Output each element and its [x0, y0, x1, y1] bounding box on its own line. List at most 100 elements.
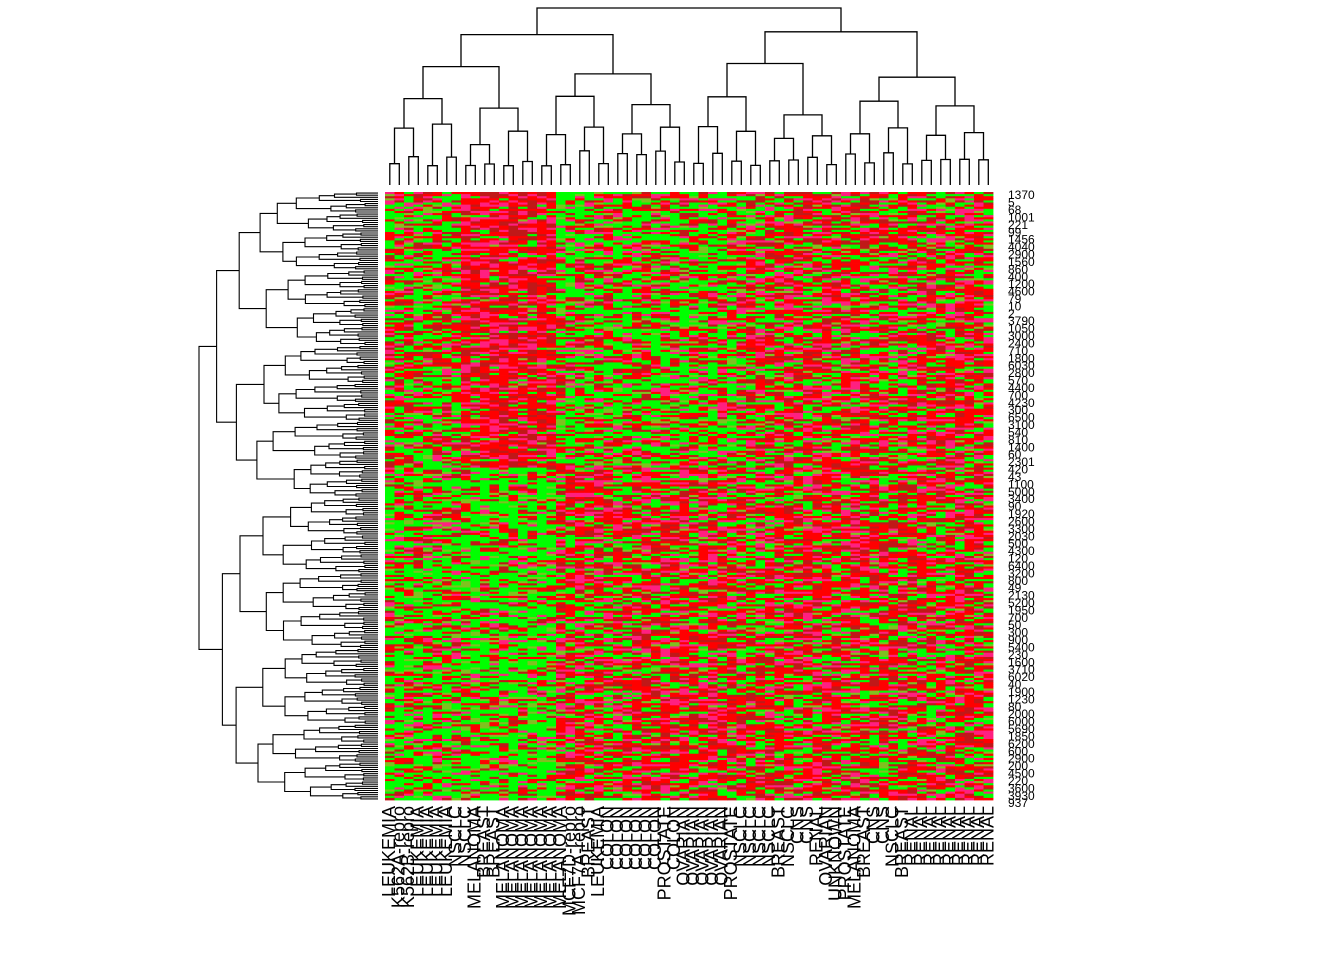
heatmap-cell [765, 217, 775, 220]
heatmap-cell [841, 231, 851, 235]
heatmap-cell [527, 311, 538, 315]
heatmap-cell [413, 314, 424, 317]
heatmap-cell [594, 263, 604, 267]
heatmap-cell [831, 309, 842, 313]
heatmap-cell [603, 263, 614, 267]
heatmap-cell [565, 278, 576, 281]
heatmap-cell [537, 253, 547, 256]
heatmap-cell [755, 231, 766, 235]
heatmap-cell [860, 267, 870, 271]
heatmap-cell [518, 269, 528, 273]
dendrogram-branch [303, 729, 342, 740]
heatmap-cell [793, 261, 804, 264]
heatmap-cell [850, 282, 861, 285]
heatmap-cell [945, 295, 956, 298]
heatmap-cell [632, 246, 642, 250]
heatmap-cell [698, 290, 709, 294]
heatmap-cell [926, 263, 937, 267]
heatmap-cell [964, 284, 975, 288]
heatmap-cell [689, 248, 699, 252]
heatmap-cell [413, 227, 424, 231]
heatmap-row [385, 240, 994, 243]
heatmap-cell [689, 253, 699, 256]
heatmap-cell [822, 265, 832, 269]
heatmap-cell [404, 227, 414, 231]
heatmap-cell [470, 263, 481, 267]
heatmap-cell [860, 242, 870, 245]
heatmap-cell [860, 229, 870, 233]
heatmap-cell [746, 305, 756, 309]
heatmap-cell [537, 311, 547, 315]
heatmap-cell [385, 263, 395, 267]
heatmap-cell [546, 276, 557, 279]
heatmap-cell [955, 265, 965, 269]
heatmap-cell [432, 250, 443, 254]
heatmap-cell [983, 301, 994, 304]
heatmap-cell [879, 297, 889, 300]
heatmap-cell [727, 314, 737, 317]
heatmap-cell [537, 316, 547, 319]
heatmap-cell [812, 263, 823, 267]
heatmap-cell [613, 284, 623, 288]
heatmap-cell [423, 259, 433, 262]
heatmap-row [385, 246, 994, 250]
heatmap-cell [385, 282, 395, 285]
heatmap-cell [413, 311, 424, 315]
dendrogram-branch [344, 774, 364, 780]
heatmap-cell [385, 194, 395, 197]
heatmap-cell [404, 284, 414, 288]
heatmap-cell [527, 255, 538, 258]
heatmap-cell [679, 240, 690, 243]
heatmap-cell [917, 238, 927, 241]
heatmap-cell [679, 219, 690, 222]
heatmap-cell [527, 217, 538, 220]
heatmap-cell [461, 192, 471, 195]
dendrogram-branch [362, 508, 378, 512]
dendrogram-branch [364, 705, 378, 710]
heatmap-cell [651, 259, 661, 262]
heatmap-cell [746, 215, 756, 218]
heatmap-cell [784, 240, 794, 243]
heatmap-cell [727, 274, 737, 277]
heatmap-cell [955, 250, 965, 254]
heatmap-cell [537, 309, 547, 313]
heatmap-cell [736, 192, 747, 195]
heatmap-cell [613, 210, 623, 214]
heatmap-cell [385, 253, 395, 256]
heatmap-cell [480, 219, 490, 222]
dendrogram-branch [332, 225, 364, 231]
heatmap-cell [945, 192, 956, 195]
heatmap-cell [613, 223, 623, 227]
heatmap-cell [774, 198, 785, 201]
heatmap-cell [850, 309, 861, 313]
heatmap-cell [660, 242, 671, 245]
dendrogram-branch [330, 784, 355, 791]
heatmap-cell [736, 208, 747, 212]
heatmap-cell [793, 231, 804, 235]
heatmap-cell [518, 229, 528, 233]
heatmap-cell [841, 316, 851, 319]
heatmap-cell [394, 204, 405, 208]
heatmap-cell [546, 309, 557, 313]
heatmap-cell [974, 219, 984, 222]
heatmap-cell [774, 253, 785, 256]
heatmap-cell [385, 217, 395, 220]
heatmap-cell [803, 282, 813, 285]
heatmap-cell [746, 198, 756, 201]
heatmap-cell [451, 284, 462, 288]
heatmap-cell [451, 261, 462, 264]
heatmap-cell [888, 242, 899, 245]
heatmap-cell [936, 244, 946, 248]
heatmap-cell [888, 225, 899, 229]
heatmap-cell [594, 276, 604, 279]
heatmap-cell [812, 316, 823, 319]
heatmap-cell [461, 292, 471, 296]
heatmap-cell [461, 202, 471, 206]
heatmap-cell [442, 284, 452, 288]
heatmap-cell [394, 208, 405, 212]
heatmap-cell [423, 305, 433, 309]
heatmap-cell [651, 238, 661, 241]
heatmap-cell [480, 269, 490, 273]
heatmap-cell [508, 290, 519, 294]
dendrogram-branch [978, 159, 989, 185]
